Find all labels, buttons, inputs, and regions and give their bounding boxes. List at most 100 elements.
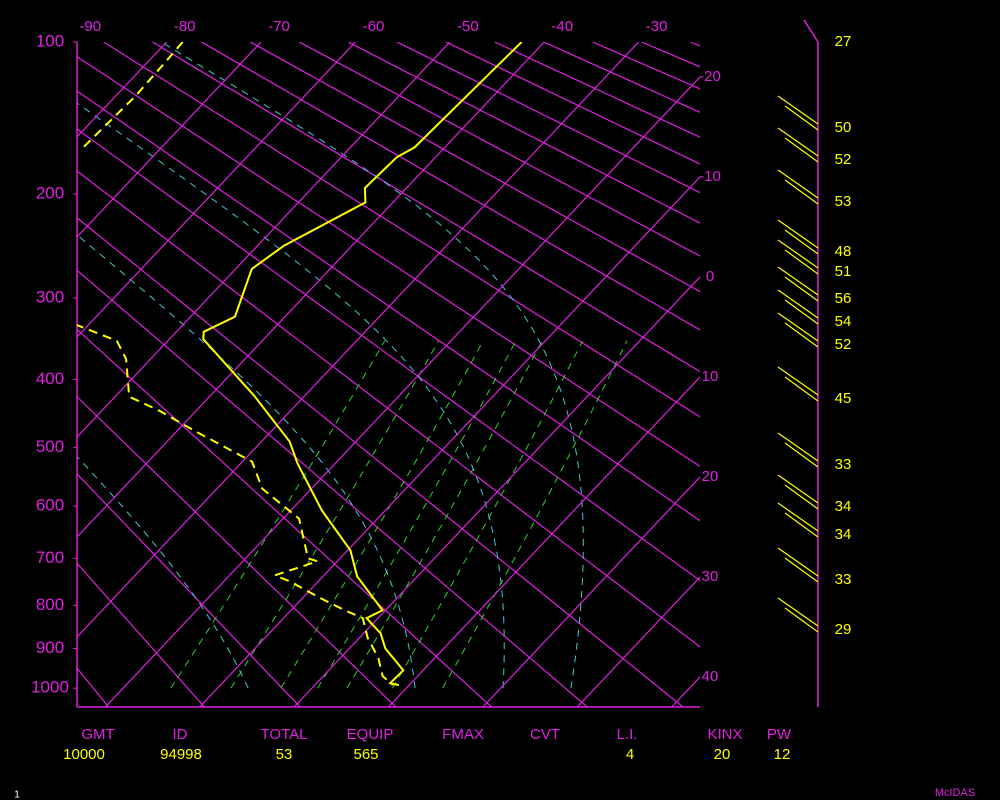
- dry-adiabat: [77, 473, 301, 707]
- dry-adiabat: [77, 269, 588, 707]
- wind-barb: [777, 95, 819, 125]
- dry-adiabat: [77, 55, 700, 468]
- dewpoint-line: [77, 42, 394, 686]
- wind-barb: [784, 322, 819, 348]
- wind-label: 27: [835, 33, 852, 50]
- wind-barb: [784, 607, 819, 633]
- temperature-line: [202, 42, 523, 687]
- isotherm: [77, 42, 356, 338]
- y-tick-label: 100: [36, 31, 64, 50]
- wind-barb: [784, 299, 819, 325]
- x-tick-label: -40: [551, 18, 573, 35]
- wind-barb: [777, 219, 819, 249]
- y-tick-label: 400: [36, 369, 64, 388]
- wind-barb: [777, 169, 819, 199]
- y-tick-label: 200: [36, 184, 64, 203]
- mixing-ratio-line: [230, 340, 439, 689]
- wind-barb: [777, 366, 819, 396]
- isotherm: [77, 42, 545, 538]
- frame-number: 1: [14, 790, 20, 800]
- profiles: [77, 42, 523, 687]
- brand: McIDAS: [935, 787, 975, 799]
- wind-barb: [777, 502, 819, 532]
- footer-header: KINX: [707, 726, 742, 743]
- dry-adiabat: [77, 217, 684, 707]
- diagram-lines: [77, 42, 700, 707]
- footer-value: 4: [626, 746, 634, 763]
- y-tick-label: 900: [36, 638, 64, 657]
- wind-label: 51: [835, 263, 852, 280]
- y-tick-label: 600: [36, 496, 64, 515]
- wind-barb: [777, 266, 819, 296]
- dry-adiabat: [250, 42, 700, 293]
- isotherm: [482, 476, 700, 707]
- isotherm: [77, 42, 640, 638]
- wind-label: 52: [835, 336, 852, 353]
- wind-barb: [784, 276, 819, 302]
- x-tick-label: -10: [699, 168, 721, 185]
- y-tick-label: 300: [36, 288, 64, 307]
- dry-adiabat: [77, 562, 205, 707]
- x-tick-label: -50: [457, 18, 479, 35]
- x-tick-label: -70: [268, 18, 290, 35]
- footer-header: PW: [767, 726, 792, 743]
- wind-label: 50: [835, 119, 852, 136]
- wind-barb: [784, 484, 819, 510]
- x-tick-label: -30: [646, 18, 668, 35]
- wind-label: 34: [835, 498, 852, 515]
- wind-label: 45: [835, 390, 852, 407]
- wind-barb: [784, 179, 819, 205]
- wind-barb: [777, 289, 819, 319]
- wind-barb: [784, 105, 819, 131]
- wind-barb: [784, 137, 819, 163]
- footer-header: CVT: [530, 726, 560, 743]
- x-tick-label: -20: [699, 68, 721, 85]
- x-tick-label: 30: [702, 568, 719, 585]
- isotherm: [388, 376, 700, 707]
- footer-value: 94998: [160, 746, 202, 763]
- wind-label: 53: [835, 193, 852, 210]
- footer-header: ID: [173, 726, 188, 743]
- wind-label: 33: [835, 456, 852, 473]
- y-tick-label: 1000: [31, 678, 69, 697]
- dry-adiabat: [201, 42, 700, 331]
- footer-header: TOTAL: [261, 726, 308, 743]
- wind-label: 54: [835, 313, 852, 330]
- isotherm: [199, 176, 700, 707]
- wind-label: 34: [835, 526, 852, 543]
- isotherm: [77, 42, 262, 238]
- y-tick-label: 800: [36, 595, 64, 614]
- x-tick-label: 0: [706, 268, 714, 285]
- wind-barb: [784, 229, 819, 255]
- wind-barb: [777, 432, 819, 462]
- moist-adiabat: [77, 234, 416, 689]
- wind-barb: [784, 376, 819, 402]
- footer-value: 53: [276, 746, 293, 763]
- wind-barb: [784, 249, 819, 275]
- footer-header: EQUIP: [347, 726, 394, 743]
- mixing-ratio-line: [170, 340, 386, 689]
- isotherm: [77, 42, 451, 438]
- x-tick-label: -60: [363, 18, 385, 35]
- wind-label: 56: [835, 290, 852, 307]
- wind-barb: [777, 312, 819, 342]
- wind-barb: [777, 597, 819, 627]
- x-tick-label: 40: [702, 668, 719, 685]
- wind-barb: [777, 474, 819, 504]
- isotherm: [293, 276, 700, 707]
- wind-label: 33: [835, 571, 852, 588]
- dry-adiabat: [152, 42, 700, 373]
- wind-barb: [777, 547, 819, 577]
- dry-adiabat: [103, 42, 700, 418]
- isotherm: [104, 76, 700, 707]
- x-tick-label: -90: [79, 18, 101, 35]
- x-tick-label: 10: [702, 368, 719, 385]
- footer-header: GMT: [81, 726, 114, 743]
- dry-adiabat: [77, 90, 700, 522]
- wind-barb: [784, 557, 819, 583]
- moist-adiabat: [160, 42, 584, 689]
- wind-label: 29: [835, 621, 852, 638]
- x-tick-label: 20: [702, 468, 719, 485]
